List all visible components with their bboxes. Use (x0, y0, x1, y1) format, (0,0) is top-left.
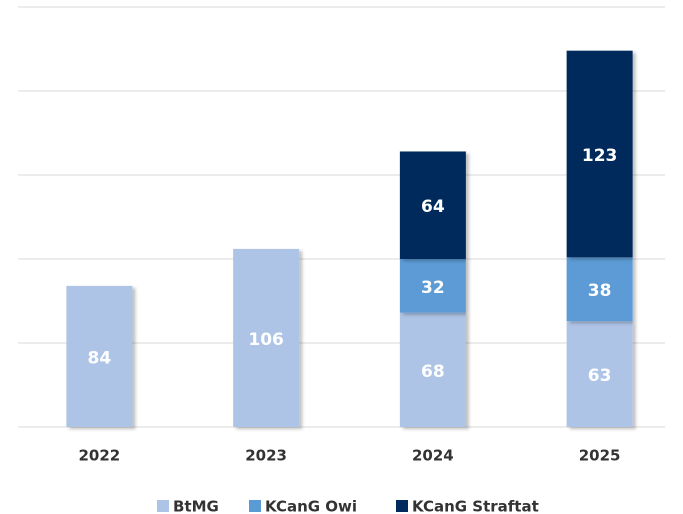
bar-segment (233, 248, 300, 427)
bar-segment (399, 312, 466, 427)
bar-segment (399, 151, 466, 259)
x-tick-label: 2023 (245, 447, 287, 465)
data-label: 123 (582, 146, 618, 166)
data-label: 38 (588, 281, 612, 301)
legend-label: KCanG Straftat (412, 498, 539, 514)
legend-label: KCanG Owi (265, 498, 357, 514)
bar-segment (66, 285, 133, 427)
legend-label: BtMG (173, 498, 219, 514)
bar-segment (566, 257, 633, 322)
data-label: 106 (248, 330, 284, 350)
data-label: 64 (421, 197, 445, 217)
data-label: 32 (421, 278, 445, 298)
legend-swatch (396, 500, 408, 512)
data-label: 63 (588, 366, 612, 386)
x-tick-label: 2025 (579, 447, 621, 465)
bar-segment (399, 259, 466, 313)
x-tick-label: 2024 (412, 447, 454, 465)
data-label: 68 (421, 362, 445, 382)
legend-swatch (249, 500, 261, 512)
bar-segment (566, 50, 633, 258)
x-tick-label: 2022 (79, 447, 121, 465)
data-label: 84 (88, 348, 112, 368)
legend-swatch (157, 500, 169, 512)
bar-segment (566, 321, 633, 427)
